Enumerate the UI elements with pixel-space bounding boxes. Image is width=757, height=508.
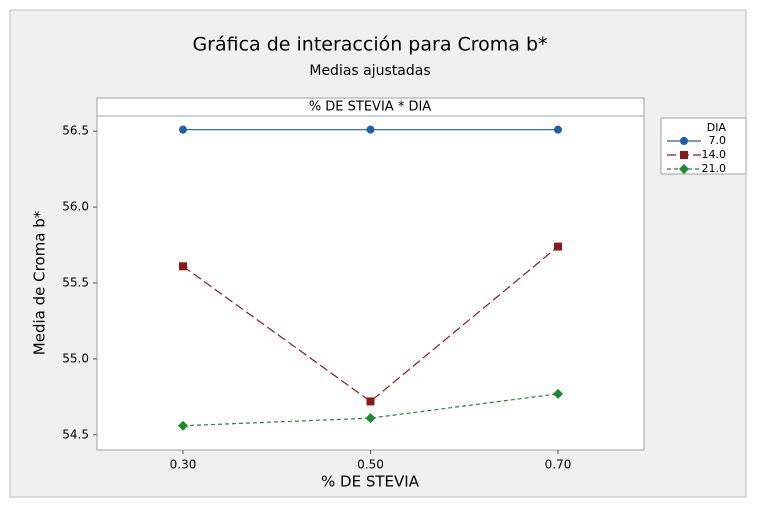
marker	[366, 125, 375, 134]
x-tick-label: 0.50	[357, 458, 384, 472]
series-line	[182, 246, 559, 403]
marker	[366, 397, 375, 406]
x-tick-label: 0.30	[170, 458, 197, 472]
y-tick-label: 54.5	[62, 427, 89, 441]
y-axis-label: Media de Croma b*	[31, 210, 49, 355]
panel-title: % DE STEVIA * DIA	[309, 100, 431, 115]
legend-marker	[680, 151, 688, 159]
marker	[365, 413, 376, 424]
x-axis-label: % DE STEVIA	[321, 473, 420, 491]
marker	[179, 262, 187, 271]
y-tick-label: 55.5	[62, 276, 89, 290]
chart-title: Gráfica de interacción para Croma b*	[192, 34, 547, 56]
plot-area	[96, 97, 645, 451]
legend-marker	[679, 164, 689, 174]
y-tick-label: 56.5	[62, 124, 89, 138]
y-tick-label: 56.0	[62, 200, 89, 214]
marker	[178, 420, 188, 431]
legend-marker	[680, 137, 688, 145]
legend-box	[660, 117, 747, 175]
marker	[179, 125, 187, 134]
y-tick-label: 55.0	[62, 351, 89, 365]
x-tick-label: 0.70	[545, 458, 572, 472]
marker	[553, 388, 563, 399]
legend-label: 7.0	[709, 134, 727, 147]
legend-label: 14.0	[702, 148, 727, 161]
marker	[554, 242, 562, 251]
legend-label: 21.0	[702, 162, 727, 175]
legend-title: DIA	[707, 121, 727, 134]
chart-subtitle: Medias ajustadas	[309, 63, 430, 79]
marker	[554, 125, 562, 134]
